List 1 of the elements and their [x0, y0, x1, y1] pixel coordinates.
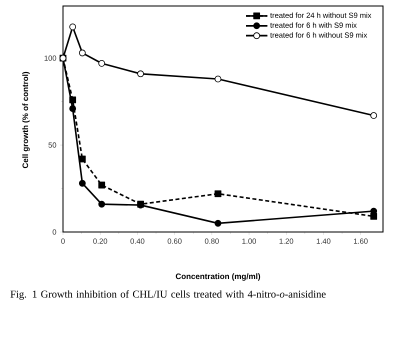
caption: Fig. 1 Growth inhibition of CHL/IU cells treated with 4-nitro-o-anisidine — [10, 290, 326, 300]
